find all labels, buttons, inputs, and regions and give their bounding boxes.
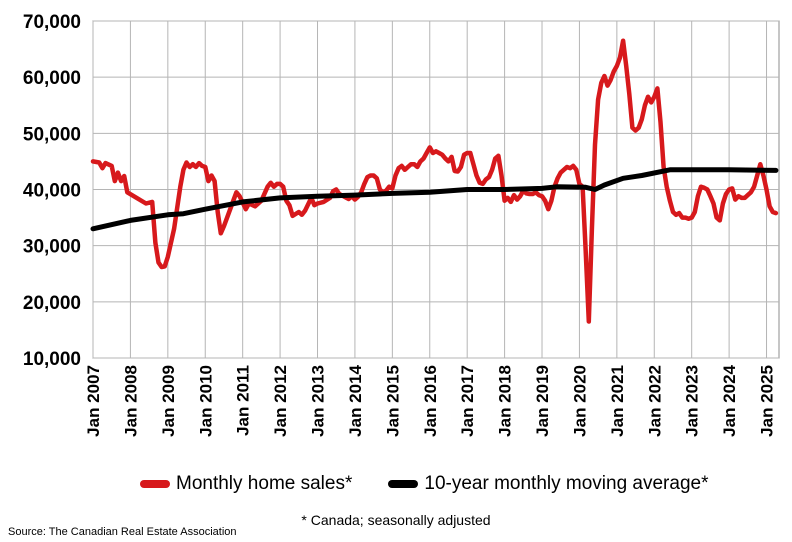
x-tick-label: Jan 2008 — [121, 365, 140, 437]
x-tick-label: Jan 2020 — [570, 365, 589, 437]
legend-swatch-red — [140, 480, 170, 488]
x-tick-label: Jan 2024 — [720, 364, 739, 436]
y-tick-label: 50,000 — [23, 124, 81, 145]
x-tick-label: Jan 2016 — [421, 365, 440, 437]
y-tick-label: 20,000 — [23, 293, 81, 314]
x-tick-label: Jan 2010 — [196, 365, 215, 437]
legend: Monthly home sales* 10-year monthly movi… — [140, 472, 744, 496]
x-tick-label: Jan 2023 — [683, 365, 702, 437]
x-tick-label: Jan 2021 — [608, 365, 627, 437]
series-line-monthly-sales — [90, 38, 779, 324]
y-tick-label: 30,000 — [23, 237, 81, 258]
legend-item-moving-average: 10-year monthly moving average* — [388, 473, 708, 495]
x-tick-label: Jan 2007 — [84, 365, 103, 437]
y-tick-label: 10,000 — [23, 349, 81, 370]
x-tick-label: Jan 2014 — [346, 364, 365, 436]
source-note: Source: The Canadian Real Estate Associa… — [8, 526, 237, 538]
y-tick-label: 40,000 — [23, 181, 81, 202]
legend-label: Monthly home sales* — [176, 473, 353, 494]
x-tick-label: Jan 2015 — [383, 365, 402, 437]
y-axis: 10,000 20,000 30,000 40,000 50,000 60,000 70,0… — [23, 12, 81, 370]
x-tick-label: Jan 2011 — [234, 365, 253, 436]
y-tick-label: 60,000 — [23, 68, 81, 89]
x-tick-label: Jan 2009 — [159, 365, 178, 437]
x-tick-label: Jan 2025 — [758, 365, 777, 437]
legend-item-monthly-sales: Monthly home sales* — [140, 473, 352, 495]
chart-area: 10,000 20,000 30,000 40,000 50,000 60,000 70,0… — [23, 12, 780, 437]
y-tick-label: 70,000 — [23, 12, 81, 33]
x-tick-label: Jan 2013 — [309, 365, 328, 437]
x-tick-label: Jan 2019 — [533, 365, 552, 437]
footnote: * Canada; seasonally adjusted — [301, 512, 491, 528]
x-tick-label: Jan 2012 — [271, 365, 290, 437]
series-line-moving-average — [90, 167, 779, 232]
x-tick-label: Jan 2018 — [496, 365, 515, 437]
x-tick-label: Jan 2022 — [645, 365, 664, 437]
legend-label: 10-year monthly moving average* — [424, 473, 709, 494]
x-tick-label: Jan 2017 — [458, 365, 477, 437]
legend-swatch-black — [388, 480, 419, 488]
x-axis: Jan 2007 Jan 2008 Jan 2009 Jan 2010 Jan 2011… — [84, 364, 777, 436]
plot-lines — [90, 38, 779, 324]
